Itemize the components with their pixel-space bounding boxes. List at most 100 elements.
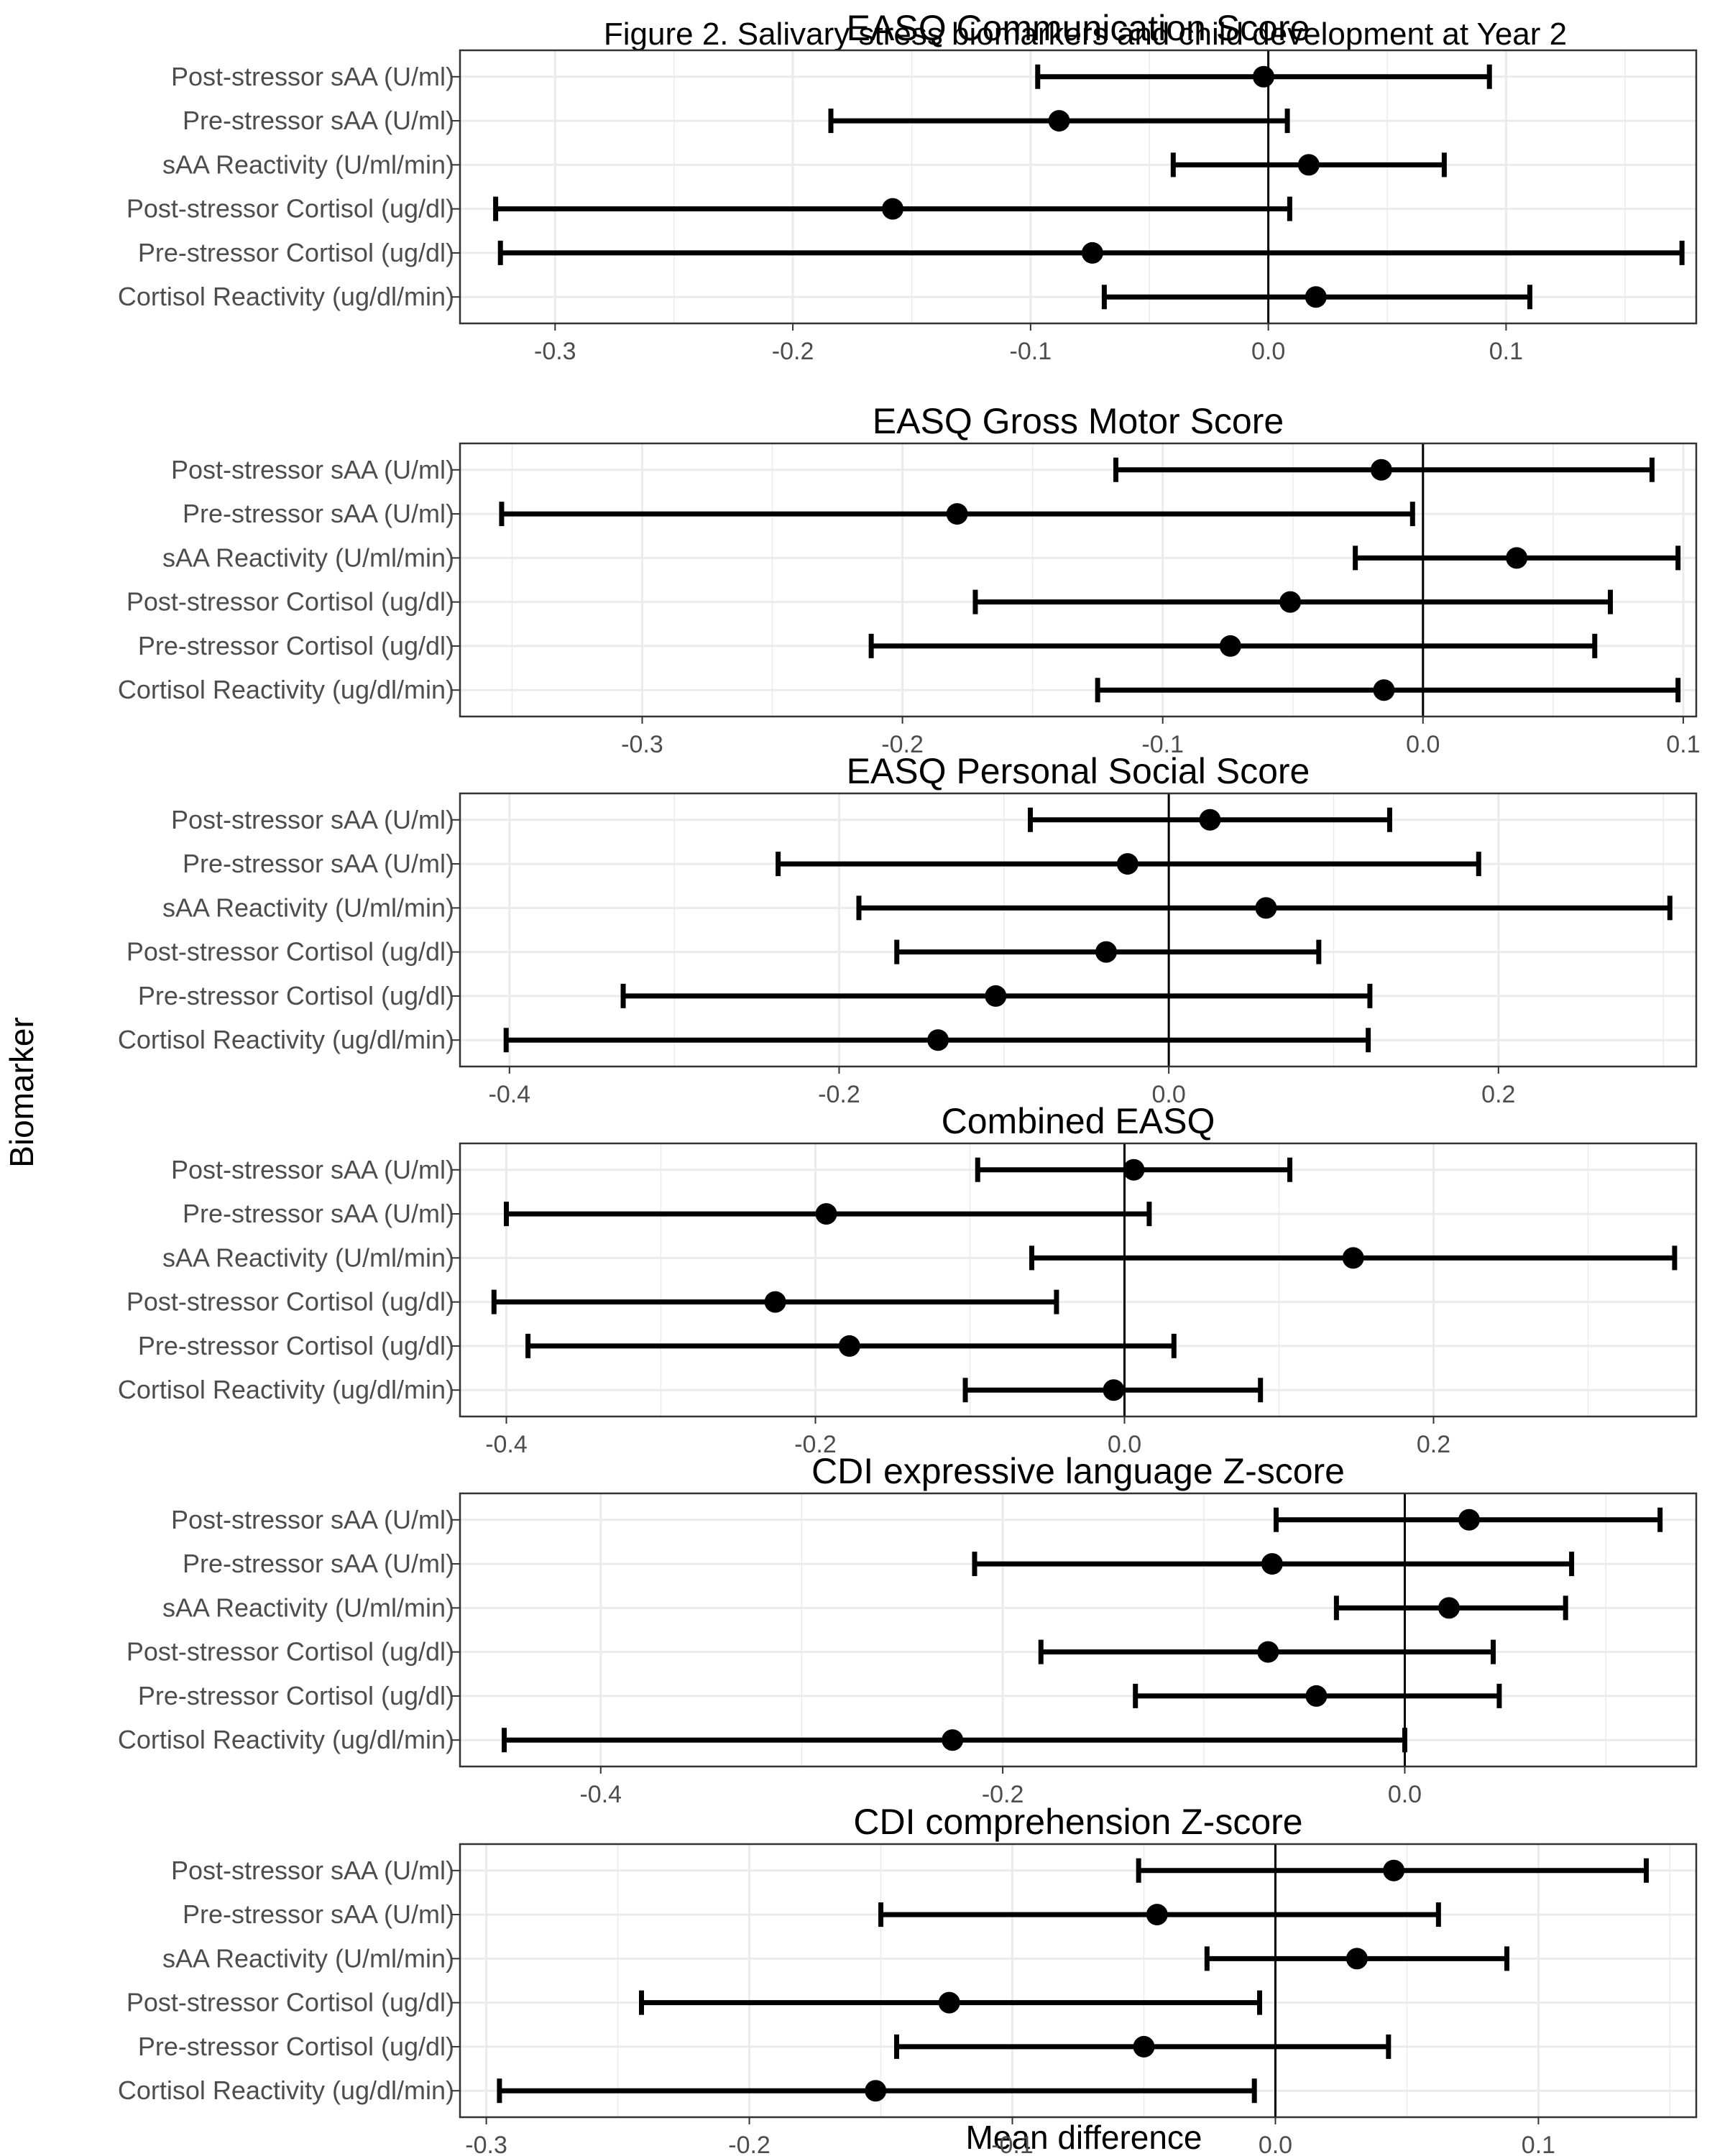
estimate-point bbox=[1095, 941, 1117, 963]
estimate-point bbox=[946, 503, 968, 525]
estimate-point bbox=[1253, 65, 1274, 88]
panel-1: EASQ Gross Motor Score Post-stressor sAA … bbox=[118, 401, 1701, 758]
panels: EASQ Communication Score Post-stressor sA… bbox=[118, 8, 1701, 2156]
estimate-point bbox=[1346, 1948, 1368, 1970]
category-label: sAA Reactivity (U/ml/min) bbox=[162, 149, 454, 179]
estimate-point bbox=[882, 198, 903, 220]
estimate-point bbox=[1373, 679, 1395, 701]
category-label: Pre-stressor sAA (U/ml) bbox=[183, 1199, 454, 1228]
category-label: sAA Reactivity (U/ml/min) bbox=[162, 1243, 454, 1272]
x-tick-label: -0.1 bbox=[991, 2132, 1034, 2156]
x-tick-label: 0.0 bbox=[1251, 338, 1285, 365]
category-label: Post-stressor Cortisol (ug/dl) bbox=[126, 1988, 454, 2017]
estimate-point bbox=[1279, 591, 1302, 613]
x-tick-label: -0.2 bbox=[772, 338, 814, 365]
x-tick-label: 0.2 bbox=[1481, 1081, 1515, 1108]
x-tick-label: 0.1 bbox=[1489, 338, 1523, 365]
category-label: Post-stressor Cortisol (ug/dl) bbox=[126, 1287, 454, 1317]
x-tick-label: 0.0 bbox=[1108, 1431, 1141, 1458]
estimate-point bbox=[1133, 2035, 1155, 2058]
panel-2: EASQ Personal Social Score Post-stressor … bbox=[118, 751, 1698, 1108]
x-tick-label: -0.4 bbox=[579, 1781, 622, 1808]
category-label: sAA Reactivity (U/ml/min) bbox=[162, 1943, 454, 1973]
category-label: Pre-stressor sAA (U/ml) bbox=[183, 106, 454, 135]
panel-border bbox=[459, 792, 1698, 1068]
panel-title: EASQ Gross Motor Score bbox=[873, 401, 1284, 441]
panel-3: Combined EASQ Post-stressor sAA (U/ml) Pre… bbox=[118, 1101, 1698, 1458]
category-label: Cortisol Reactivity (ug/dl/min) bbox=[118, 2076, 454, 2105]
category-label: Post-stressor Cortisol (ug/dl) bbox=[126, 1637, 454, 1667]
category-label: sAA Reactivity (U/ml/min) bbox=[162, 893, 454, 922]
x-tick-label: -0.1 bbox=[1141, 731, 1184, 758]
y-axis-title: Biomarker bbox=[3, 1017, 40, 1168]
estimate-point bbox=[1123, 1158, 1145, 1181]
panel-border bbox=[459, 1843, 1698, 2119]
x-tick-label: 0.0 bbox=[1152, 1081, 1186, 1108]
category-label: Post-stressor sAA (U/ml) bbox=[171, 1856, 454, 1885]
x-tick-label: 0.2 bbox=[1417, 1431, 1450, 1458]
estimate-point bbox=[1305, 1685, 1328, 1707]
panel-title: CDI expressive language Z-score bbox=[811, 1451, 1345, 1491]
x-tick-label: -0.3 bbox=[465, 2132, 507, 2156]
panel-title: Combined EASQ bbox=[942, 1101, 1215, 1141]
category-label: Pre-stressor Cortisol (ug/dl) bbox=[138, 981, 454, 1010]
figure-title: Figure 2. Salivary stress biomarkers and… bbox=[604, 17, 1567, 52]
category-label: Cortisol Reactivity (ug/dl/min) bbox=[118, 1025, 454, 1054]
panel-title: CDI comprehension Z-score bbox=[853, 1802, 1302, 1842]
estimate-point bbox=[1261, 1553, 1283, 1575]
x-tick-label: -0.3 bbox=[534, 338, 576, 365]
panel-border bbox=[459, 49, 1698, 325]
panel-border bbox=[459, 1142, 1698, 1418]
estimate-point bbox=[938, 1991, 960, 2014]
x-tick-label: -0.2 bbox=[818, 1081, 860, 1108]
x-axis-title: Mean difference bbox=[965, 2119, 1202, 2156]
category-label: sAA Reactivity (U/ml/min) bbox=[162, 543, 454, 572]
estimate-point bbox=[942, 1729, 964, 1751]
category-label: sAA Reactivity (U/ml/min) bbox=[162, 1593, 454, 1622]
category-label: Pre-stressor Cortisol (ug/dl) bbox=[138, 238, 454, 267]
estimate-point bbox=[927, 1029, 949, 1051]
panel-4: CDI expressive language Z-score Post-stre… bbox=[118, 1451, 1698, 1808]
category-label: Pre-stressor sAA (U/ml) bbox=[183, 849, 454, 878]
category-label: Post-stressor sAA (U/ml) bbox=[171, 1505, 454, 1534]
estimate-point bbox=[1458, 1508, 1480, 1531]
panel-title: EASQ Personal Social Score bbox=[847, 751, 1310, 791]
estimate-point bbox=[1199, 808, 1221, 831]
category-label: Pre-stressor Cortisol (ug/dl) bbox=[138, 2032, 454, 2061]
estimate-point bbox=[1146, 1904, 1168, 1926]
estimate-point bbox=[1297, 154, 1320, 176]
x-tick-label: -0.2 bbox=[794, 1431, 837, 1458]
category-label: Cortisol Reactivity (ug/dl/min) bbox=[118, 1375, 454, 1404]
estimate-point bbox=[1219, 635, 1241, 657]
x-tick-label: -0.2 bbox=[728, 2132, 770, 2156]
category-label: Post-stressor sAA (U/ml) bbox=[171, 1155, 454, 1184]
x-tick-label: -0.2 bbox=[881, 731, 924, 758]
estimate-point bbox=[1081, 241, 1103, 264]
category-label: Post-stressor Cortisol (ug/dl) bbox=[126, 194, 454, 224]
estimate-point bbox=[1438, 1597, 1460, 1619]
estimate-point bbox=[1116, 853, 1138, 875]
x-tick-label: 0.1 bbox=[1666, 731, 1700, 758]
estimate-point bbox=[764, 1291, 786, 1313]
category-label: Pre-stressor sAA (U/ml) bbox=[183, 499, 454, 528]
category-label: Post-stressor Cortisol (ug/dl) bbox=[126, 937, 454, 967]
x-tick-label: -0.2 bbox=[982, 1781, 1024, 1808]
category-label: Pre-stressor Cortisol (ug/dl) bbox=[138, 1681, 454, 1710]
category-label: Pre-stressor Cortisol (ug/dl) bbox=[138, 631, 454, 660]
x-tick-label: 0.0 bbox=[1406, 731, 1440, 758]
x-tick-label: -0.1 bbox=[1010, 338, 1052, 365]
panel-border bbox=[459, 442, 1698, 718]
estimate-point bbox=[1255, 897, 1277, 919]
estimate-point bbox=[1048, 110, 1070, 132]
estimate-point bbox=[1305, 286, 1327, 308]
estimate-point bbox=[985, 985, 1007, 1007]
category-label: Post-stressor sAA (U/ml) bbox=[171, 455, 454, 484]
category-label: Cortisol Reactivity (ug/dl/min) bbox=[118, 282, 454, 311]
x-tick-label: -0.4 bbox=[485, 1431, 528, 1458]
estimate-point bbox=[1383, 1859, 1405, 1881]
panel-title: EASQ Communication Score bbox=[847, 8, 1310, 48]
estimate-point bbox=[1103, 1379, 1125, 1401]
estimate-point bbox=[1370, 459, 1392, 481]
estimate-point bbox=[865, 2080, 887, 2102]
x-tick-label: 0.1 bbox=[1522, 2132, 1555, 2156]
